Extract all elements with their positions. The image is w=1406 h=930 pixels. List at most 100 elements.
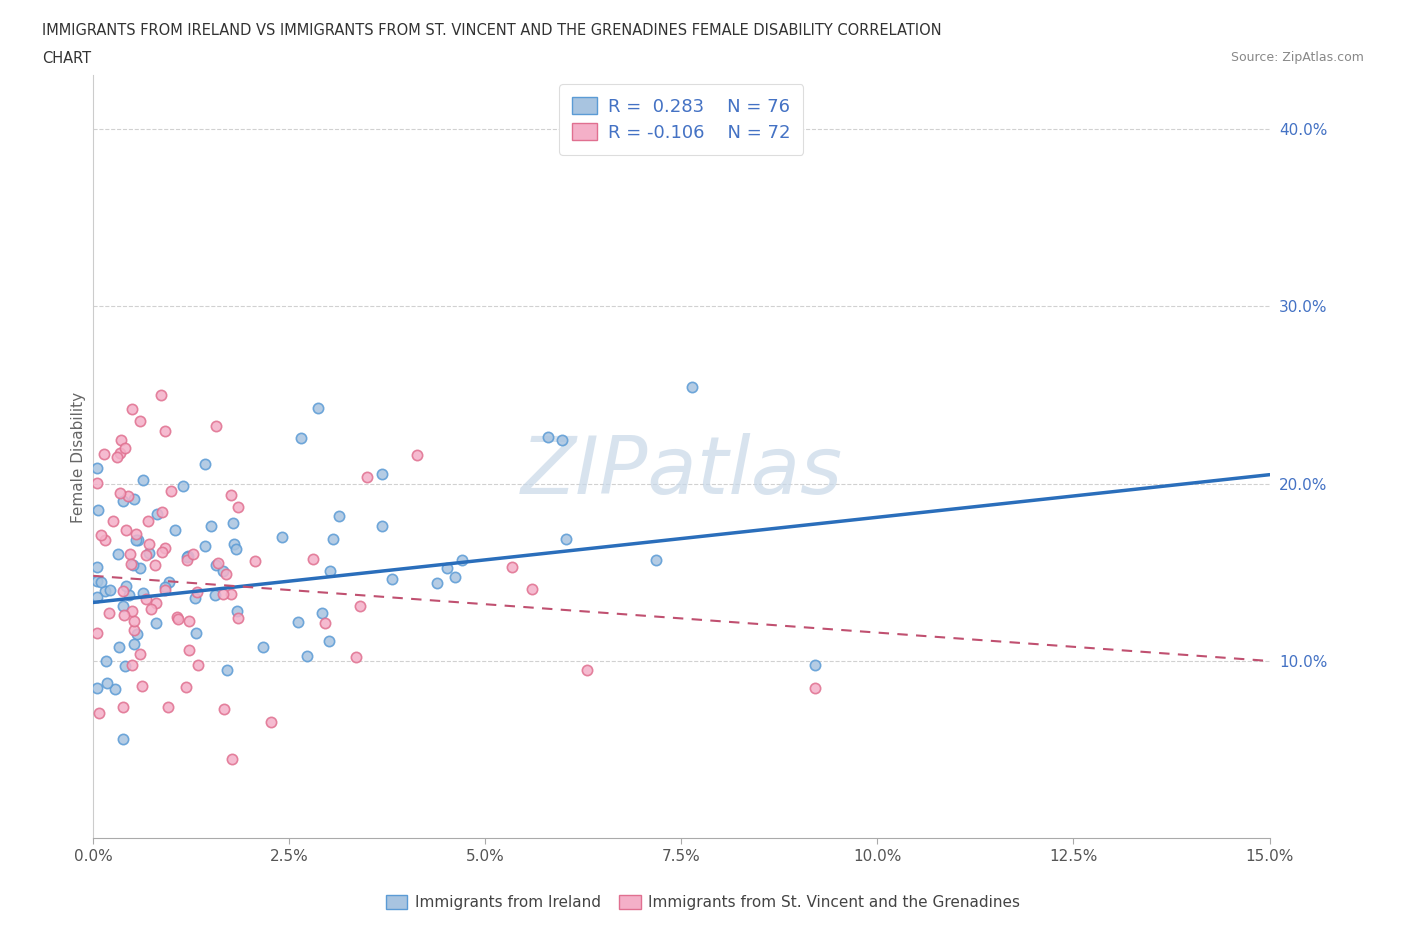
Point xyxy=(156,699,179,714)
Point xyxy=(138,546,160,561)
Point xyxy=(150,505,173,520)
Point xyxy=(226,604,249,618)
Point xyxy=(153,583,176,598)
Point xyxy=(86,590,108,604)
Point xyxy=(176,549,198,564)
Point xyxy=(122,614,145,629)
Point xyxy=(314,616,336,631)
Point xyxy=(129,561,152,576)
Point xyxy=(135,591,157,606)
Point xyxy=(172,478,194,493)
Point xyxy=(243,553,266,568)
Point xyxy=(128,646,150,661)
Text: Source: ZipAtlas.com: Source: ZipAtlas.com xyxy=(1230,51,1364,64)
Point xyxy=(177,548,200,563)
Point xyxy=(225,541,247,556)
Point xyxy=(87,502,110,517)
Point xyxy=(129,414,152,429)
Point xyxy=(122,623,145,638)
Point xyxy=(328,509,350,524)
Point xyxy=(165,523,187,538)
Point xyxy=(186,585,208,600)
Point xyxy=(103,514,125,529)
Point xyxy=(551,432,574,447)
Point xyxy=(121,658,143,672)
Point xyxy=(260,715,283,730)
Point xyxy=(406,447,429,462)
Point xyxy=(86,573,108,588)
Point xyxy=(145,595,167,610)
Point xyxy=(107,640,129,655)
Point xyxy=(150,388,173,403)
Point xyxy=(86,476,108,491)
Point xyxy=(443,570,465,585)
Point xyxy=(115,578,138,593)
Point xyxy=(111,583,134,598)
Point xyxy=(290,431,312,445)
Point xyxy=(436,561,458,576)
Point xyxy=(90,575,112,590)
Legend: Immigrants from Ireland, Immigrants from St. Vincent and the Grenadines: Immigrants from Ireland, Immigrants from… xyxy=(378,887,1028,918)
Point xyxy=(104,682,127,697)
Point xyxy=(131,679,153,694)
Point xyxy=(184,591,207,605)
Point xyxy=(153,540,176,555)
Point xyxy=(194,538,217,553)
Point xyxy=(319,564,342,578)
Point xyxy=(219,488,242,503)
Legend: R =  0.283    N = 76, R = -0.106    N = 72: R = 0.283 N = 76, R = -0.106 N = 72 xyxy=(560,85,803,154)
Point xyxy=(187,658,209,672)
Point xyxy=(318,633,340,648)
Text: ZIPatlas: ZIPatlas xyxy=(520,433,842,512)
Point xyxy=(176,552,198,567)
Point xyxy=(105,449,128,464)
Point xyxy=(132,472,155,487)
Point xyxy=(186,626,208,641)
Point xyxy=(152,544,174,559)
Point xyxy=(287,614,309,629)
Point xyxy=(803,658,825,672)
Point xyxy=(112,607,135,622)
Point xyxy=(121,604,143,618)
Point xyxy=(135,548,157,563)
Point xyxy=(86,626,108,641)
Point xyxy=(117,489,139,504)
Point xyxy=(224,536,246,551)
Y-axis label: Female Disability: Female Disability xyxy=(72,392,86,523)
Point xyxy=(122,492,145,507)
Point xyxy=(107,546,129,561)
Point xyxy=(370,466,392,481)
Point xyxy=(98,605,121,620)
Point xyxy=(371,519,394,534)
Point xyxy=(207,555,229,570)
Point xyxy=(136,513,159,528)
Point xyxy=(215,662,238,677)
Point xyxy=(110,433,132,448)
Point xyxy=(295,649,318,664)
Point xyxy=(426,576,449,591)
Point xyxy=(520,581,543,596)
Point xyxy=(114,658,136,673)
Point xyxy=(226,500,249,515)
Point xyxy=(271,529,294,544)
Point xyxy=(115,523,138,538)
Point xyxy=(146,507,169,522)
Point xyxy=(215,566,238,581)
Point xyxy=(501,560,523,575)
Point xyxy=(166,609,188,624)
Point xyxy=(111,732,134,747)
Point xyxy=(114,441,136,456)
Point xyxy=(174,680,197,695)
Point xyxy=(108,445,131,460)
Point xyxy=(153,579,176,594)
Point xyxy=(157,574,180,589)
Point xyxy=(181,547,204,562)
Point xyxy=(86,460,108,475)
Point xyxy=(121,556,143,571)
Text: IMMIGRANTS FROM IRELAND VS IMMIGRANTS FROM ST. VINCENT AND THE GRENADINES FEMALE: IMMIGRANTS FROM IRELAND VS IMMIGRANTS FR… xyxy=(42,23,942,38)
Point xyxy=(349,598,371,613)
Point xyxy=(138,537,160,551)
Point xyxy=(93,446,115,461)
Point xyxy=(221,751,243,766)
Point xyxy=(93,533,115,548)
